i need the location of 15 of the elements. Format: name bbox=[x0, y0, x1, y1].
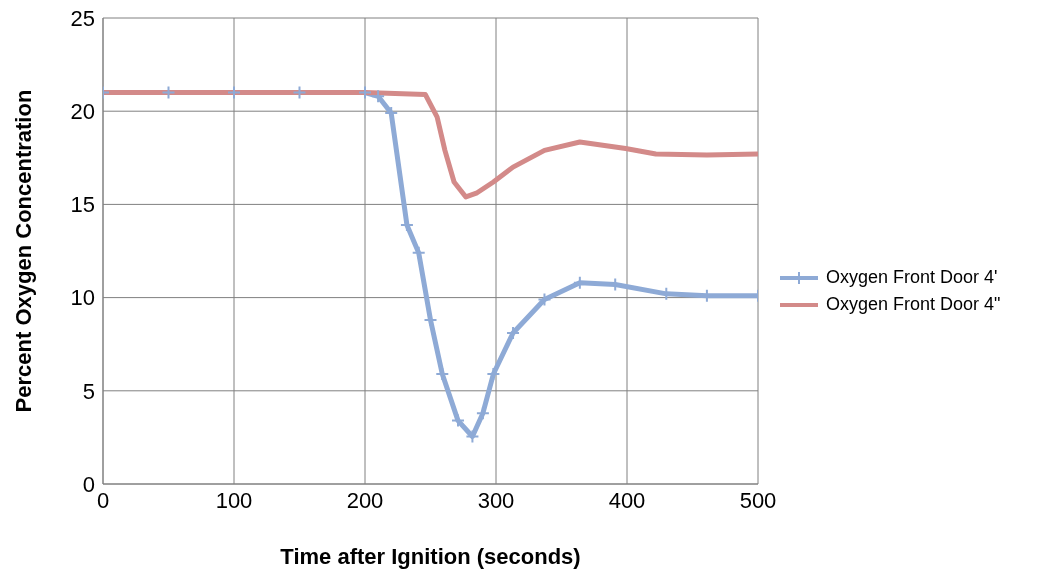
y-tick-label: 25 bbox=[70, 5, 95, 31]
y-tick-label: 5 bbox=[82, 378, 95, 404]
legend-label: Oxygen Front Door 4" bbox=[826, 294, 1001, 315]
x-axis-title: Time after Ignition (seconds) bbox=[280, 544, 581, 569]
x-tick-label: 100 bbox=[215, 487, 253, 513]
x-tick-label: 500 bbox=[739, 487, 777, 513]
y-axis-title: Percent Oxygen Concentration bbox=[10, 89, 36, 413]
y-tick-label: 10 bbox=[70, 285, 95, 311]
y-tick-label: 20 bbox=[70, 99, 95, 125]
x-tick-label: 400 bbox=[608, 487, 646, 513]
x-tick-label: 200 bbox=[346, 487, 384, 513]
y-tick-label: 0 bbox=[82, 471, 95, 497]
y-tick-label: 15 bbox=[70, 192, 95, 218]
x-tick-label: 300 bbox=[477, 487, 515, 513]
legend-label: Oxygen Front Door 4' bbox=[826, 267, 998, 288]
